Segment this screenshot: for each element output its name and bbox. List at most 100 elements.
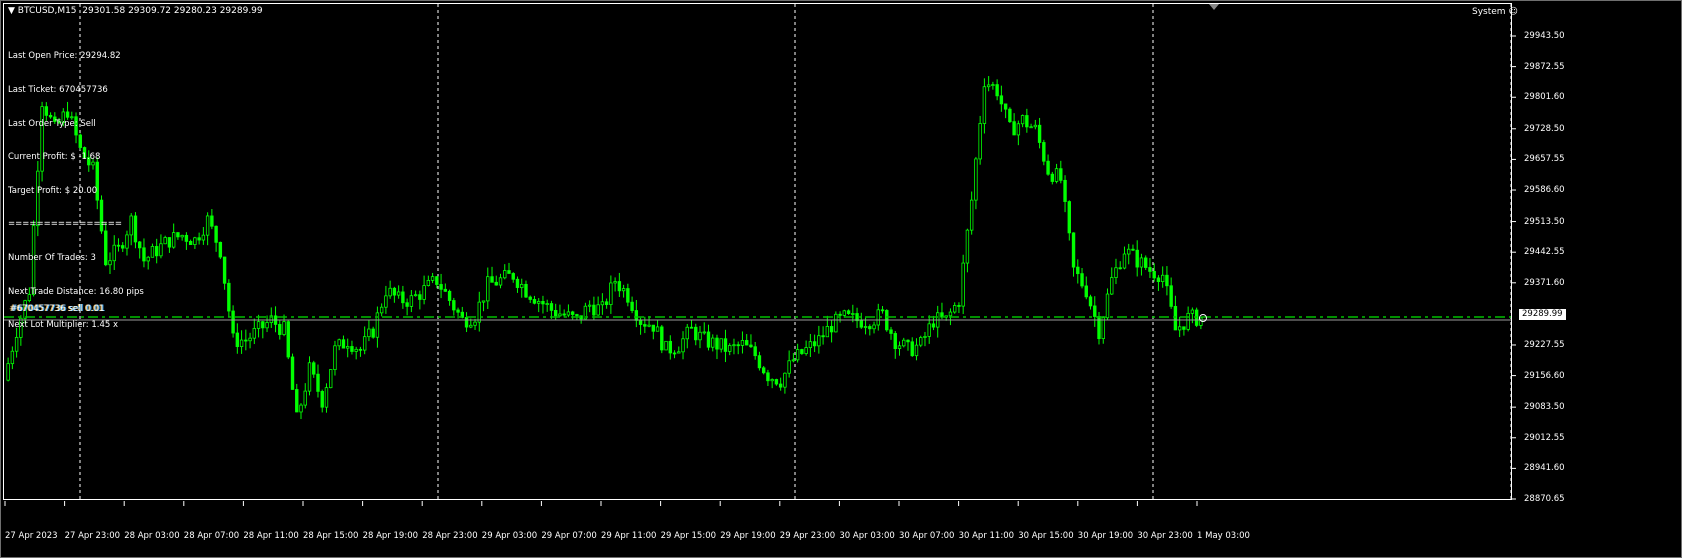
candle-body — [1093, 305, 1097, 317]
candle-body — [159, 243, 163, 257]
candle-body — [490, 276, 494, 283]
x-tick-label: 28 Apr 23:00 — [422, 531, 478, 541]
candle-body — [825, 326, 830, 338]
candle-body — [1160, 274, 1165, 283]
candle-body — [205, 215, 210, 236]
candle-body — [405, 302, 409, 307]
candle-body — [592, 304, 596, 316]
candle-body — [570, 311, 575, 315]
candle-body — [1029, 126, 1033, 129]
candle-body — [218, 241, 223, 258]
candle-body — [31, 225, 36, 295]
candle-body — [27, 294, 32, 302]
x-tick-label: 28 Apr 19:00 — [362, 531, 419, 541]
candle-body — [171, 232, 176, 248]
y-tick-label: 29513.50 — [1524, 216, 1565, 227]
candle-body — [138, 241, 142, 249]
x-tick-label: 30 Apr 19:00 — [1077, 531, 1134, 541]
candle-body — [430, 276, 435, 281]
candle-body — [893, 333, 897, 350]
candle-body — [537, 301, 541, 304]
candle-body — [1003, 103, 1008, 110]
candle-body — [150, 246, 155, 258]
candle-body — [863, 326, 868, 328]
x-tick-label: 29 Apr 07:00 — [541, 531, 597, 541]
candle-body — [753, 346, 757, 357]
candle-body — [244, 339, 248, 342]
candle-body — [1177, 326, 1182, 331]
triangle-down-icon[interactable]: ▼ — [8, 6, 18, 16]
candle-body — [1118, 267, 1122, 270]
candle-body — [549, 303, 554, 311]
candle-body — [711, 337, 715, 348]
candle-body — [804, 347, 808, 354]
candle-body — [435, 276, 439, 285]
candle-body — [1020, 115, 1025, 125]
candle-body — [486, 276, 490, 302]
candle-body — [1025, 115, 1029, 128]
candle-body — [562, 313, 566, 316]
candle-body — [621, 288, 626, 292]
info-line: Next Lot Multiplier: 1.45 x — [8, 320, 119, 331]
candle-body — [354, 348, 358, 352]
candle-body — [1037, 124, 1042, 143]
candle-body — [868, 326, 872, 330]
x-tick-label: 30 Apr 23:00 — [1137, 531, 1193, 541]
candle-body — [409, 295, 414, 307]
candle-body — [337, 339, 341, 347]
candle-body — [48, 114, 53, 118]
candle-body — [142, 247, 146, 262]
candle-body — [1169, 285, 1173, 307]
y-tick-label: 29728.50 — [1524, 123, 1565, 134]
candle-body — [180, 234, 184, 238]
candle-body — [498, 277, 503, 286]
candle-body — [282, 321, 286, 335]
candle-body — [668, 340, 672, 354]
candle-body — [82, 147, 87, 159]
info-separator: ================ — [8, 219, 122, 230]
candle-body — [749, 344, 753, 348]
candle-body — [290, 356, 295, 390]
candle-body — [252, 328, 257, 339]
candle-body — [766, 372, 770, 382]
candle-body — [70, 116, 74, 119]
candle-body — [379, 306, 384, 314]
candle-body — [791, 359, 796, 362]
candle-body — [53, 116, 57, 122]
candle-body — [503, 270, 507, 279]
candle-body — [613, 281, 617, 284]
candle-body — [278, 324, 282, 335]
candle-body — [651, 324, 656, 332]
candle-body — [447, 290, 452, 301]
candle-body — [991, 84, 995, 86]
candle-body — [923, 336, 927, 338]
candle-body — [367, 328, 371, 338]
candle-body — [541, 301, 545, 305]
candle-body — [1114, 267, 1118, 278]
order-line-label[interactable]: #670457736 sell 0.01 — [10, 304, 105, 314]
candle-body — [184, 234, 189, 242]
candle-body — [1122, 253, 1127, 269]
candle-body — [902, 339, 906, 347]
y-tick-label: 29227.55 — [1524, 339, 1565, 350]
candle-body — [154, 246, 159, 257]
candle-body — [210, 215, 214, 227]
candle-body — [1054, 168, 1059, 182]
candle-body — [706, 331, 711, 348]
candle-body — [299, 404, 303, 413]
x-tick-label: 27 Apr 23:00 — [64, 531, 121, 541]
candle-body — [456, 309, 460, 313]
candle-body — [227, 282, 231, 312]
candle-body — [443, 288, 448, 292]
symbol-label: BTCUSD,M15 — [17, 6, 77, 16]
chart-header: ▼ BTCUSD,M15 29301.58 29309.72 29280.23 … — [8, 6, 263, 16]
candle-body — [188, 241, 193, 246]
candle-body — [167, 237, 172, 248]
candle-body — [384, 295, 388, 308]
candle-body — [859, 320, 864, 328]
candle-body — [511, 273, 515, 280]
candle-body — [358, 348, 363, 351]
candle-body — [664, 340, 668, 351]
candle-body — [626, 288, 630, 303]
candle-body — [1046, 160, 1050, 175]
